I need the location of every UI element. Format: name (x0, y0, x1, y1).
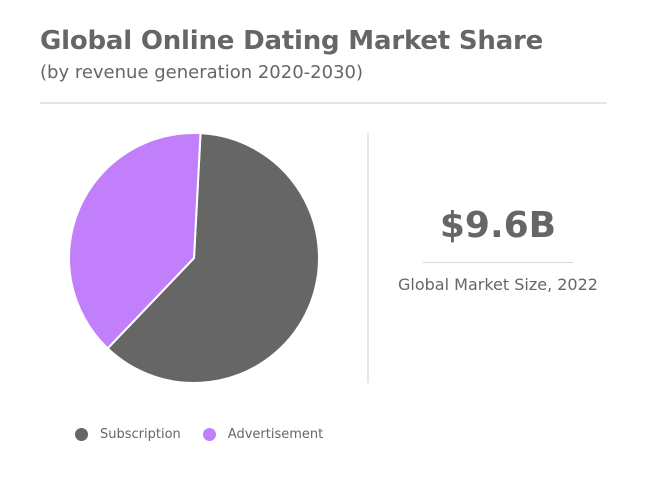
legend-item-subscription: Subscription (75, 427, 181, 442)
legend-swatch-subscription (75, 428, 88, 441)
pie-svg (67, 132, 320, 384)
legend-label-advertisement: Advertisement (227, 427, 324, 442)
vertical-divider (367, 133, 369, 383)
legend-label-subscription: Subscription (100, 427, 181, 442)
legend: Subscription Advertisement (75, 427, 345, 442)
header-divider (40, 102, 607, 104)
market-size-label: Global Market Size, 2022 (398, 275, 598, 294)
market-size-value: $9.6B (439, 205, 557, 246)
pie-slice-advertisement (67, 132, 202, 350)
pie-chart (40, 120, 350, 400)
legend-swatch-advertisement (202, 428, 216, 441)
chart-title: Global Online Dating Market Share (40, 26, 544, 56)
legend-item-advertisement: Advertisement (202, 427, 324, 442)
chart-subtitle: (by revenue generation 2020-2030) (40, 62, 363, 83)
pie-slice-subscription (106, 132, 320, 384)
stat-divider (423, 262, 573, 263)
